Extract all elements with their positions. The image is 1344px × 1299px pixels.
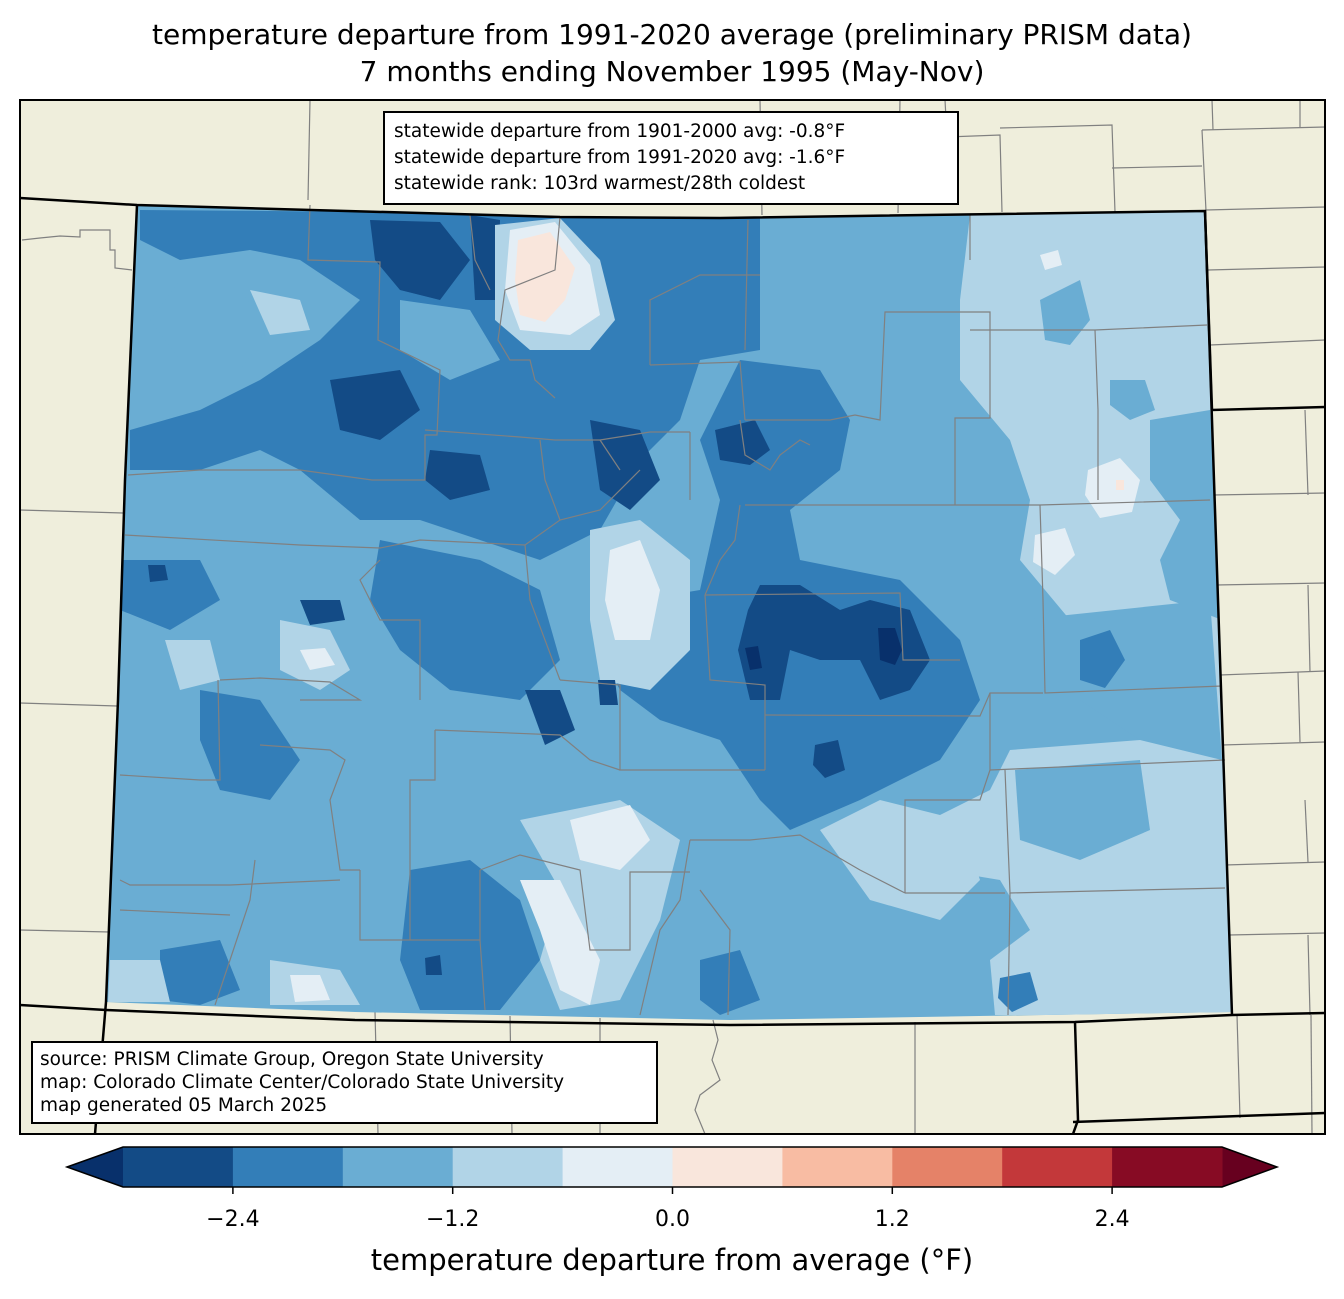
colorbar-bin bbox=[1112, 1147, 1223, 1187]
map-title-line2: 7 months ending November 1995 (May-Nov) bbox=[359, 55, 985, 88]
colorbar-bin bbox=[672, 1147, 783, 1187]
source-attribution-box: source: PRISM Climate Group, Oregon Stat… bbox=[31, 1041, 658, 1124]
zone-east-light2 bbox=[820, 800, 980, 920]
colorbar-bin bbox=[1002, 1147, 1113, 1187]
map-title-line1: temperature departure from 1991-2020 ave… bbox=[152, 18, 1192, 51]
county-lines bbox=[119, 204, 1226, 1016]
colorbar-under-arrow bbox=[67, 1147, 123, 1187]
zone-west-dark2 bbox=[120, 560, 220, 630]
colorbar-bin bbox=[892, 1147, 1003, 1187]
colorado-data-field bbox=[106, 205, 1232, 1020]
source-line: source: PRISM Climate Group, Oregon Stat… bbox=[40, 1049, 544, 1070]
stats-line-rank: statewide rank: 103rd warmest/28th colde… bbox=[394, 173, 806, 194]
stats-line-1901-2000: statewide departure from 1901-2000 avg: … bbox=[394, 121, 846, 142]
zone-north-darker3 bbox=[590, 420, 660, 510]
zone-north-darker5 bbox=[470, 215, 500, 300]
zone-east-pink bbox=[1116, 480, 1124, 490]
zone-east-white2 bbox=[1033, 528, 1075, 575]
colorbar-bin bbox=[342, 1147, 454, 1187]
zone-north-darker1 bbox=[370, 220, 470, 300]
zone-northpark-pink bbox=[515, 232, 575, 322]
colorbar-tick-label: 0.0 bbox=[655, 1207, 690, 1232]
zone-central-mtn-dark bbox=[370, 540, 560, 700]
colorbar-bin bbox=[782, 1147, 893, 1187]
zone-west-dark1 bbox=[200, 690, 300, 800]
colorbar-tick-label: 1.2 bbox=[874, 1207, 910, 1232]
zone-deepest-core1 bbox=[878, 628, 902, 665]
zone-deepest-core2 bbox=[745, 646, 762, 670]
zone-north-darker4 bbox=[425, 450, 490, 500]
zone-south-white bbox=[570, 805, 650, 870]
zone-east-dark-blob bbox=[1080, 630, 1125, 688]
map-frame bbox=[19, 99, 1326, 1135]
zone-central-mtn-darker bbox=[525, 690, 575, 745]
colorbar-tick-label: −1.2 bbox=[425, 1207, 480, 1232]
zone-southwest-white bbox=[290, 975, 330, 1002]
colorbar bbox=[64, 1146, 1280, 1194]
colorbar-bin bbox=[232, 1147, 344, 1187]
zone-dark-blob-ne bbox=[715, 420, 770, 465]
colorbar-bin bbox=[123, 1147, 234, 1187]
zone-east-medium-blob3 bbox=[1150, 410, 1222, 620]
zone-west-darker2 bbox=[300, 600, 345, 625]
zone-south-medium-blob bbox=[600, 915, 635, 948]
zone-east-medium-blob4 bbox=[1020, 600, 1222, 760]
colorbar-outline bbox=[64, 1146, 1280, 1188]
zone-north-darker2 bbox=[330, 370, 420, 440]
zone-east-medium-blob1 bbox=[1040, 280, 1090, 345]
zone-east-white3 bbox=[1040, 250, 1062, 270]
zone-east-medium-blob2 bbox=[1110, 380, 1155, 420]
colorbar-label: temperature departure from average (°F) bbox=[370, 1243, 974, 1277]
colorbar-tick-label: −2.4 bbox=[206, 1207, 260, 1232]
zone-central-mtn-darker2 bbox=[598, 680, 618, 705]
zone-north-light-gap bbox=[250, 290, 310, 335]
colorbar-bin bbox=[452, 1147, 564, 1187]
colorbar-bin bbox=[562, 1147, 673, 1187]
zone-west-light2 bbox=[165, 640, 220, 690]
zone-southwest-light bbox=[108, 960, 170, 1002]
zone-darkest-band bbox=[738, 585, 930, 700]
zone-sanluis-white bbox=[605, 540, 660, 640]
colorbar-over-arrow bbox=[1222, 1147, 1277, 1187]
zone-west-white1 bbox=[300, 648, 335, 670]
zone-dark-blob-se bbox=[813, 740, 845, 778]
statewide-stats-box: statewide departure from 1901-2000 avg: … bbox=[383, 111, 959, 205]
stats-line-1991-2020: statewide departure from 1991-2020 avg: … bbox=[394, 147, 846, 168]
zone-north-medium-gaps bbox=[150, 280, 270, 370]
zone-north-medium-gaps2 bbox=[400, 300, 500, 380]
zone-south-darker bbox=[425, 955, 442, 975]
zone-east-medium-blob5 bbox=[1015, 760, 1150, 860]
zone-south-dark2 bbox=[700, 950, 760, 1015]
zone-west-darker bbox=[148, 565, 168, 582]
zone-south-white2 bbox=[520, 880, 600, 1005]
map-credit-line: map: Colorado Climate Center/Colorado St… bbox=[40, 1072, 565, 1093]
generated-date-line: map generated 05 March 2025 bbox=[40, 1095, 328, 1116]
colorbar-tick-label: 2.4 bbox=[1094, 1207, 1130, 1232]
